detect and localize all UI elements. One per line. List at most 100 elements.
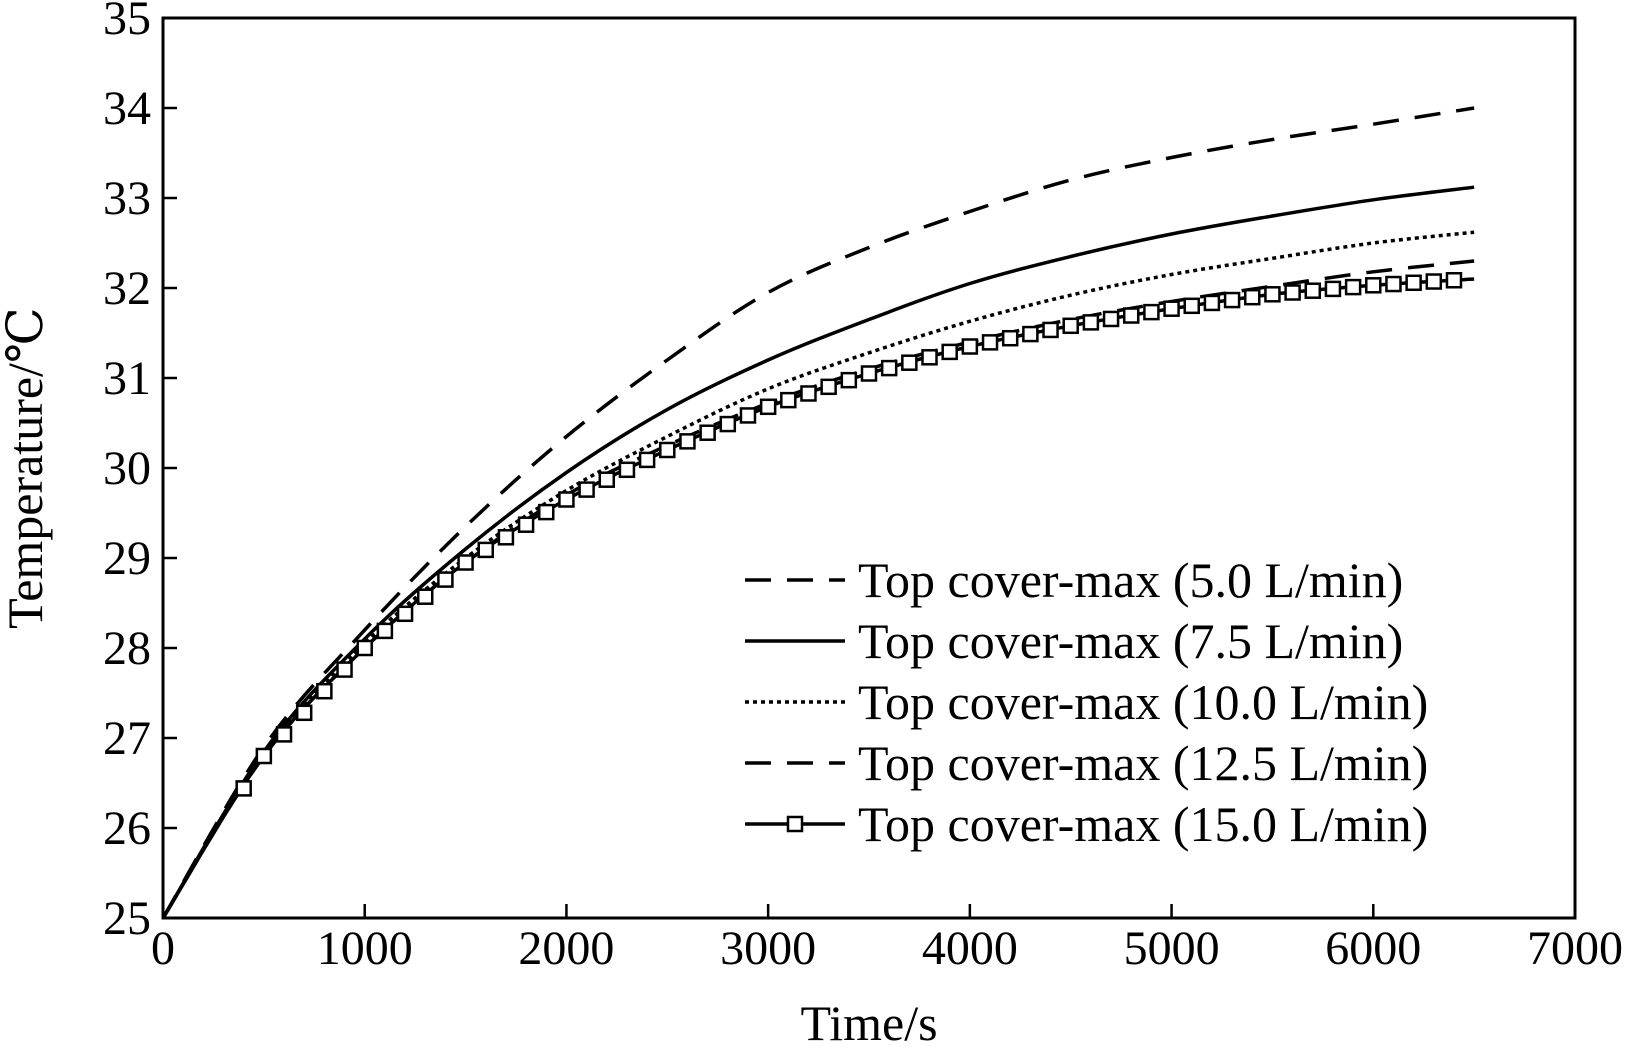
y-tick-label: 35 xyxy=(103,0,151,45)
series-marker xyxy=(1324,280,1342,298)
series-marker xyxy=(1062,317,1079,335)
series-marker xyxy=(820,378,837,396)
x-tick-label: 3000 xyxy=(720,922,816,975)
y-tick-label: 32 xyxy=(103,262,151,315)
y-tick-label: 34 xyxy=(103,82,151,135)
series-marker xyxy=(880,359,898,377)
series-marker xyxy=(1122,307,1140,324)
x-tick-label: 4000 xyxy=(922,922,1018,975)
y-tick-label: 33 xyxy=(103,172,151,225)
legend-label: Top cover-max (15.0 L/min) xyxy=(858,796,1428,852)
series-marker xyxy=(1284,284,1301,301)
series-marker xyxy=(457,554,474,571)
series-marker xyxy=(638,451,656,469)
series-marker xyxy=(1042,321,1059,339)
x-axis-title: Time/s xyxy=(800,995,937,1047)
series-marker xyxy=(578,481,595,498)
legend-item: Top cover-max (12.5 L/min) xyxy=(745,735,1428,791)
series-marker xyxy=(961,338,979,355)
series-marker xyxy=(921,349,938,366)
series-marker xyxy=(659,441,676,459)
series-marker xyxy=(759,398,777,416)
series-marker xyxy=(1385,275,1402,293)
series-marker xyxy=(295,704,313,722)
series-marker xyxy=(860,365,878,382)
series-marker xyxy=(739,407,757,424)
legend-marker xyxy=(786,815,804,833)
series-marker xyxy=(1001,329,1019,347)
legend-item: Top cover-max (10.0 L/min) xyxy=(745,674,1428,730)
series-marker xyxy=(800,385,817,402)
x-tick-label: 0 xyxy=(151,922,175,975)
series-marker xyxy=(840,371,858,389)
legend-item: Top cover-max (5.0 L/min) xyxy=(745,552,1403,608)
series-marker xyxy=(901,354,918,371)
series-marker xyxy=(416,588,434,605)
series-marker xyxy=(255,747,273,765)
series-marker xyxy=(1223,291,1241,309)
series-marker xyxy=(437,571,454,588)
series-marker xyxy=(1143,303,1160,321)
series-marker xyxy=(1203,294,1221,312)
series-marker xyxy=(376,622,394,640)
series-line-1 xyxy=(161,106,1475,919)
legend-label: Top cover-max (5.0 L/min) xyxy=(858,552,1403,608)
legend-label: Top cover-max (10.0 L/min) xyxy=(858,674,1428,730)
legend-label: Top cover-max (12.5 L/min) xyxy=(858,735,1428,791)
legend-item: Top cover-max (7.5 L/min) xyxy=(745,613,1403,669)
series-marker xyxy=(558,491,575,508)
series-marker xyxy=(1405,274,1422,292)
series-marker xyxy=(336,661,353,678)
y-tick-label: 31 xyxy=(103,352,151,405)
y-axis-ticks: 25 26 27 28 29 30 31 32 33 34 35 xyxy=(103,0,177,945)
series-line-3 xyxy=(161,230,1475,919)
series-marker xyxy=(497,529,515,546)
series-marker xyxy=(679,433,696,450)
series-marker xyxy=(517,516,535,533)
series-marker xyxy=(981,334,999,351)
x-tick-label: 6000 xyxy=(1325,922,1421,975)
x-tick-label: 2000 xyxy=(518,922,614,975)
y-tick-label: 29 xyxy=(103,532,151,585)
series-marker xyxy=(1425,273,1443,290)
y-tick-label: 30 xyxy=(103,442,151,495)
series-marker xyxy=(780,391,797,409)
x-tick-label: 1000 xyxy=(317,922,413,975)
series-marker xyxy=(1082,314,1100,331)
series-marker xyxy=(1264,286,1281,303)
series-marker xyxy=(538,503,555,521)
y-tick-label: 26 xyxy=(103,802,151,855)
y-tick-label: 28 xyxy=(103,622,151,675)
series-marker xyxy=(1183,297,1200,315)
series-marker xyxy=(477,541,494,559)
series-marker xyxy=(719,415,737,433)
series-marker xyxy=(941,343,958,361)
series-marker xyxy=(235,780,252,797)
series-marker xyxy=(316,682,333,700)
series-marker xyxy=(699,424,716,441)
series-marker xyxy=(1163,300,1180,317)
series-marker xyxy=(1102,310,1120,328)
series-marker xyxy=(618,461,636,479)
y-axis-title: Temperature/℃ xyxy=(0,307,53,629)
series-marker xyxy=(1344,278,1362,296)
legend-label: Top cover-max (7.5 L/min) xyxy=(858,613,1403,669)
y-tick-label: 25 xyxy=(103,892,151,945)
series-marker xyxy=(1304,282,1322,299)
x-tick-label: 7000 xyxy=(1527,922,1623,975)
series-marker xyxy=(1445,272,1463,289)
series-marker xyxy=(1244,288,1261,306)
series-marker xyxy=(396,605,414,623)
series-lines xyxy=(161,106,1475,919)
x-axis-ticks: 0 1000 2000 3000 4000 5000 6000 7000 xyxy=(151,904,1623,975)
series-marker xyxy=(356,639,373,657)
series-marker xyxy=(1365,277,1382,294)
series-marker xyxy=(1022,325,1039,343)
x-tick-label: 5000 xyxy=(1124,922,1220,975)
series-marker xyxy=(275,726,293,743)
legend: Top cover-max (5.0 L/min)Top cover-max (… xyxy=(745,552,1428,852)
y-tick-label: 27 xyxy=(103,712,151,765)
legend-item: Top cover-max (15.0 L/min) xyxy=(745,796,1428,852)
series-marker xyxy=(598,471,616,488)
